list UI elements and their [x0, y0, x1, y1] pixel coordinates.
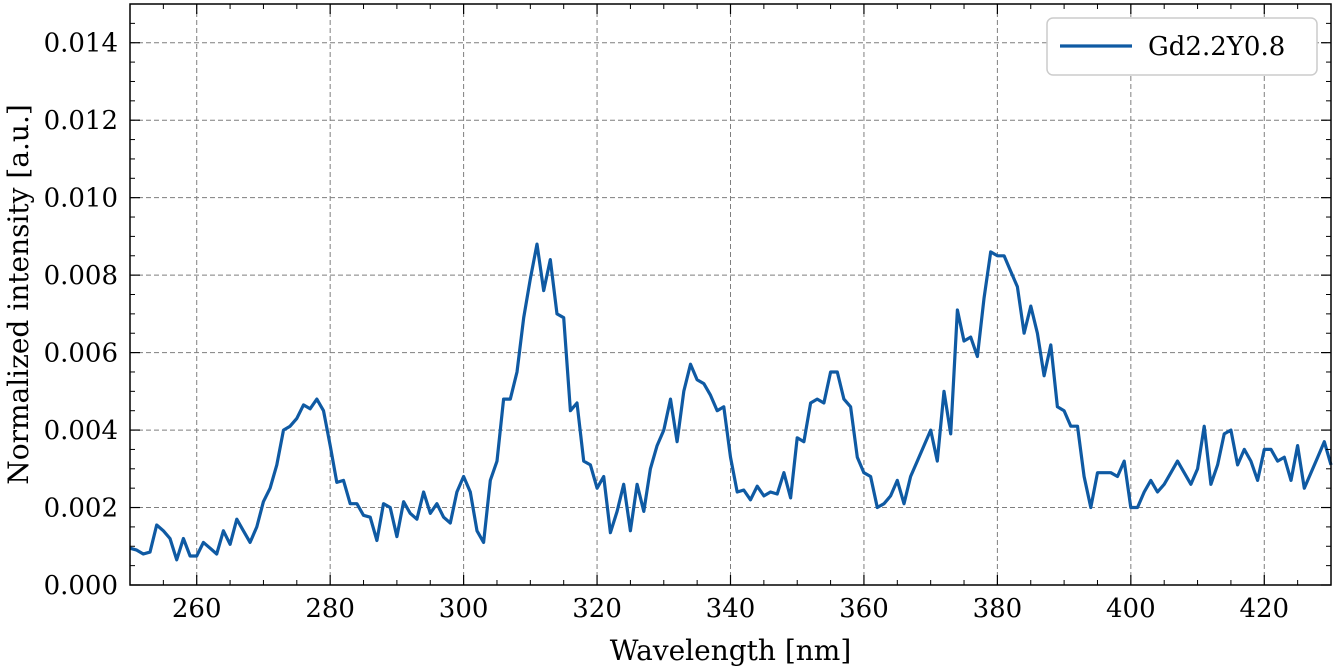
legend-box [1046, 17, 1318, 76]
series-line [129, 242, 1333, 562]
legend: Gd2.2Y0.8 [1046, 17, 1318, 76]
legend-label: Gd2.2Y0.8 [1148, 32, 1285, 62]
y-axis-label: Normalized intensity [a.u.] [2, 104, 35, 485]
y-tick-label: 0.000 [44, 571, 118, 601]
grid [130, 4, 1331, 586]
x-tick-label: 260 [172, 594, 222, 624]
y-tick-label: 0.014 [44, 29, 118, 59]
series-layer [129, 242, 1333, 562]
y-tick-label: 0.010 [44, 184, 118, 214]
y-tick-label: 0.008 [44, 261, 118, 291]
y-tick-labels: 0.000 0.002 0.004 0.006 0.008 0.010 0.012 0.014 [44, 29, 118, 601]
x-tick-labels: 260 280 300 320 340 360 380 400 420 [172, 594, 1289, 624]
x-axis-label: Wavelength [nm] [610, 634, 852, 667]
x-tick-label: 300 [439, 594, 489, 624]
y-tick-label: 0.004 [44, 416, 118, 446]
x-tick-label: 420 [1239, 594, 1289, 624]
x-tick-label: 340 [706, 594, 756, 624]
ticks [129, 3, 1332, 586]
x-tick-label: 320 [572, 594, 622, 624]
x-tick-label: 380 [973, 594, 1023, 624]
x-tick-label: 280 [305, 594, 355, 624]
x-tick-label: 360 [839, 594, 889, 624]
y-tick-label: 0.012 [44, 106, 118, 136]
y-tick-label: 0.006 [44, 339, 118, 369]
x-tick-label: 400 [1106, 594, 1156, 624]
y-tick-label: 0.002 [44, 494, 118, 524]
